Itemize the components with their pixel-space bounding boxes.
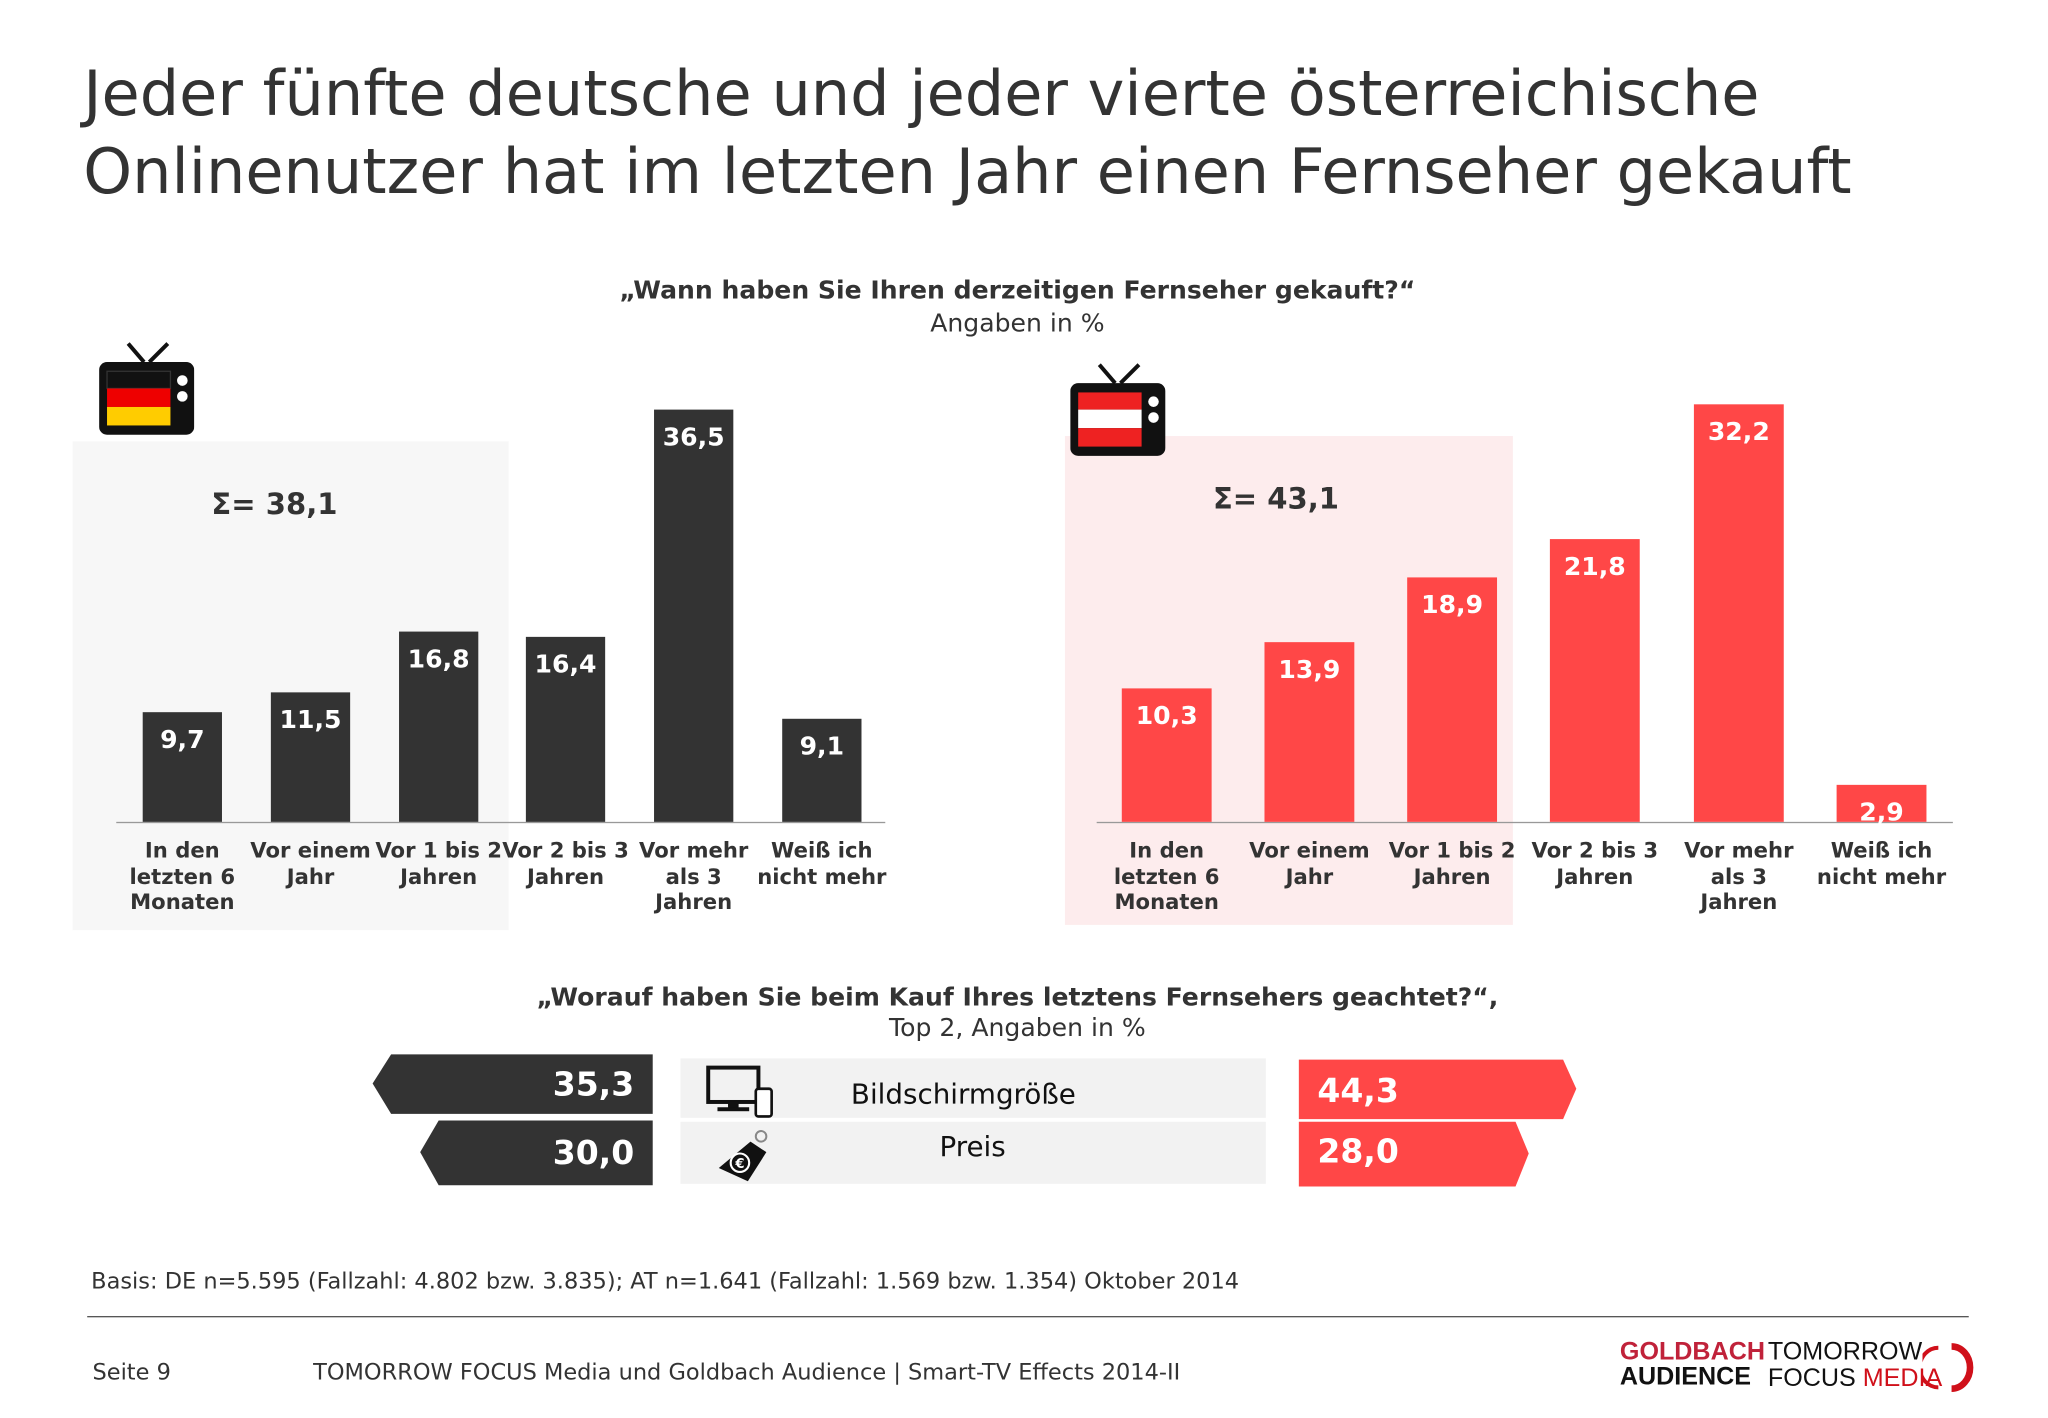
at-bar-value-label: 13,9 (1278, 654, 1341, 684)
at-category-label: In den letzten 6 Monaten (1113, 837, 1220, 915)
svg-text:€: € (734, 1157, 744, 1172)
de-bar-preis (420, 1120, 653, 1186)
de-bar (142, 712, 222, 822)
euro-price-tag-icon: € (718, 1130, 768, 1182)
category-label-bildschirm: Bildschirmgröße (850, 1078, 1076, 1110)
title-line-1: Jeder fünfte deutsche und jeder vierte ö… (83, 58, 1760, 131)
at-category-label: Vor einem Jahr (1249, 837, 1370, 889)
at-category-label: Vor 1 bis 2 Jahren (1388, 837, 1516, 889)
de-bar-value-label: 16,8 (407, 645, 470, 675)
question-1: „Wann haben Sie Ihren derzeitigen Fernse… (619, 276, 1416, 306)
at-value-preis: 28,0 (1317, 1132, 1399, 1171)
de-bar (525, 636, 606, 822)
de-x-axis (116, 821, 886, 824)
at-category-label: Vor 2 bis 3 Jahren (1531, 837, 1659, 889)
slide-title: Jeder fünfte deutsche und jeder vierte ö… (83, 55, 1851, 211)
at-x-axis (1096, 821, 1953, 824)
at-bar-value-label: 10,3 (1135, 701, 1198, 731)
tv-austria-flag-icon (1070, 363, 1166, 456)
at-bar (1836, 784, 1927, 822)
goldbach-audience-logo: GOLDBACH AUDIENCE (1619, 1338, 1765, 1392)
footer-source: TOMORROW FOCUS Media und Goldbach Audien… (313, 1359, 1181, 1387)
at-bar-value-label: 18,9 (1421, 590, 1484, 620)
tomorrow-focus-logo-mark-icon (1922, 1343, 1974, 1392)
at-bar-value-label: 2,9 (1859, 797, 1904, 827)
de-category-label: Vor 1 bis 2 Jahren (375, 837, 502, 889)
basis-note: Basis: DE n=5.595 (Fallzahl: 4.802 bzw. … (91, 1268, 1240, 1295)
de-bar (782, 719, 862, 822)
at-category-label: Vor mehr als 3 Jahren (1684, 837, 1794, 915)
category-label-preis: Preis (939, 1131, 1006, 1163)
tomorrow-focus-media-logo: TOMORROW FOCUS MEDIA (1767, 1338, 1943, 1393)
de-sum-label: Σ= 38,1 (211, 488, 338, 522)
at-sum-label: Σ= 43,1 (1212, 483, 1340, 517)
tv-germany-flag-icon (99, 342, 195, 435)
at-bar (1121, 688, 1212, 822)
question-2-subtitle: Top 2, Angaben in % (889, 1013, 1146, 1043)
de-category-label: Vor 2 bis 3 Jahren (502, 837, 629, 889)
de-bar-value-label: 36,5 (662, 422, 725, 452)
de-bar-value-label: 16,4 (534, 649, 597, 679)
de-category-label: Vor mehr als 3 Jahren (638, 837, 749, 915)
category-row-bildschirm (680, 1058, 1266, 1118)
category-row-preis (680, 1121, 1266, 1184)
footer-divider (87, 1316, 1969, 1318)
at-bar (1693, 404, 1784, 822)
at-bar-preis (1298, 1121, 1529, 1187)
at-bar (1549, 539, 1640, 822)
question-2: „Worauf haben Sie beim Kauf Ihres letzte… (536, 983, 1499, 1013)
de-bar-value-label: 9,1 (799, 732, 845, 762)
monitor-phone-icon (706, 1065, 773, 1118)
de-bar-bildschirm (372, 1054, 653, 1114)
at-bar-value-label: 32,2 (1707, 417, 1770, 447)
at-bar (1407, 576, 1498, 822)
de-bar-value-label: 11,5 (279, 705, 342, 735)
de-category-label: Weiß ich nicht mehr (757, 837, 887, 889)
at-value-bildschirm: 44,3 (1317, 1071, 1399, 1110)
question-1-subtitle: Angaben in % (930, 309, 1105, 339)
at-bar-value-label: 21,8 (1563, 552, 1626, 582)
de-bar (270, 691, 351, 822)
de-value-bildschirm: 35,3 (552, 1064, 635, 1104)
de-bar (399, 632, 479, 822)
at-bar-bildschirm (1298, 1059, 1577, 1120)
at-bar (1264, 641, 1355, 822)
page-number: Seite 9 (92, 1359, 171, 1387)
de-bar (654, 409, 734, 822)
de-category-label: In den letzten 6 Monaten (129, 837, 236, 915)
title-line-2: Onlinenutzer hat im letzten Jahr einen F… (83, 136, 1852, 209)
de-category-label: Vor einem Jahr (250, 837, 371, 889)
at-category-label: Weiß ich nicht mehr (1816, 837, 1947, 889)
de-bar-value-label: 9,7 (160, 725, 205, 755)
de-value-preis: 30,0 (552, 1133, 635, 1172)
